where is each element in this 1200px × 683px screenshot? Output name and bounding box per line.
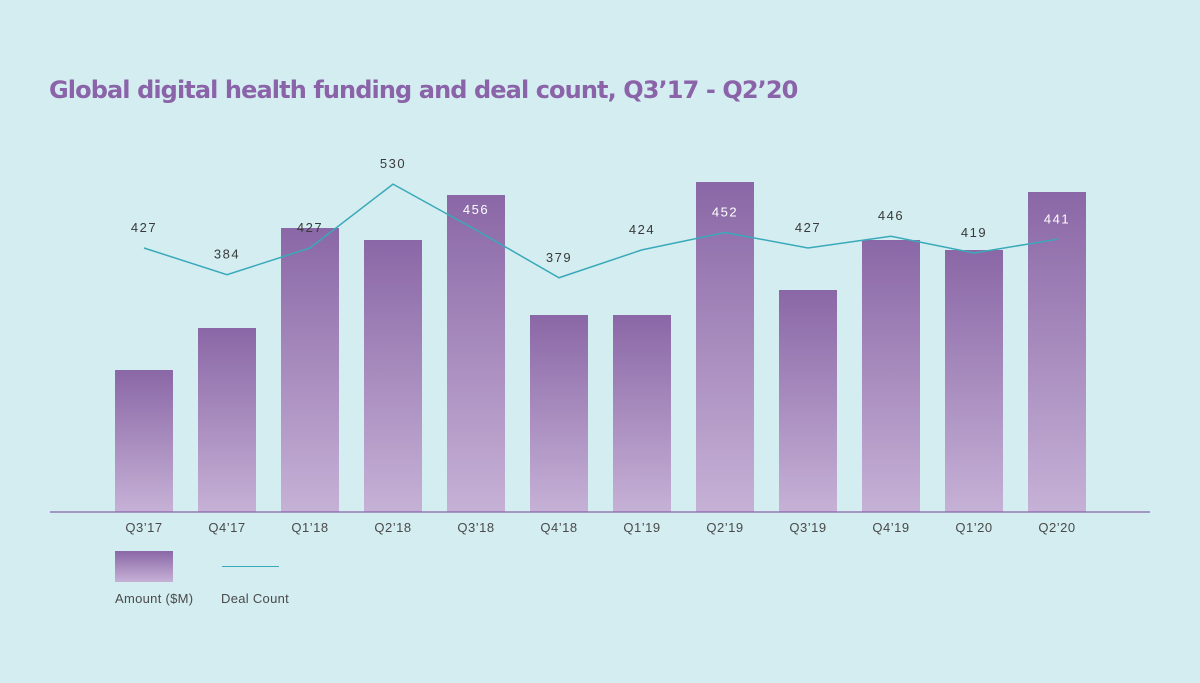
legend-label-amount: Amount ($M) (115, 591, 194, 606)
bar (281, 228, 339, 512)
legend-label-deal-count: Deal Count (221, 591, 290, 606)
legend-swatch-deal-count (222, 566, 279, 567)
x-tick-label: Q2’20 (1038, 520, 1075, 535)
x-tick-label: Q3’18 (457, 520, 494, 535)
x-tick-label: Q1’20 (955, 520, 992, 535)
x-tick-label: Q2’19 (706, 520, 743, 535)
bar (364, 240, 422, 512)
deal-count-label: 441 (1044, 211, 1070, 226)
bar (945, 250, 1003, 512)
x-tick-label: Q3’19 (789, 520, 826, 535)
bar (862, 240, 920, 512)
x-tick-label: Q1’18 (291, 520, 328, 535)
deal-count-label: 452 (712, 205, 738, 220)
deal-count-label: 446 (878, 208, 904, 223)
deal-count-label: 427 (795, 220, 821, 235)
legend-swatch-amount (115, 551, 173, 582)
x-tick-label: Q4’17 (208, 520, 245, 535)
deal-count-label: 427 (131, 220, 157, 235)
bar (779, 290, 837, 512)
deal-count-label: 456 (463, 202, 489, 217)
bar (115, 370, 173, 512)
bar (447, 195, 505, 512)
x-tick-label: Q4’19 (872, 520, 909, 535)
deal-count-label: 424 (629, 222, 655, 237)
x-tick-label: Q1’19 (623, 520, 660, 535)
deal-count-label: 530 (380, 156, 406, 171)
x-tick-label: Q4’18 (540, 520, 577, 535)
bar (1028, 192, 1086, 512)
deal-count-label: 427 (297, 220, 323, 235)
deal-count-line (143, 183, 1058, 279)
bar (696, 182, 754, 512)
deal-count-label: 379 (546, 250, 572, 265)
deal-count-label: 384 (214, 247, 240, 262)
bar (613, 315, 671, 512)
bar (198, 328, 256, 512)
deal-count-label: 419 (961, 225, 987, 240)
chart-title: Global digital health funding and deal c… (49, 76, 798, 104)
x-tick-label: Q3’17 (125, 520, 162, 535)
x-tick-label: Q2’18 (374, 520, 411, 535)
bar (530, 315, 588, 512)
